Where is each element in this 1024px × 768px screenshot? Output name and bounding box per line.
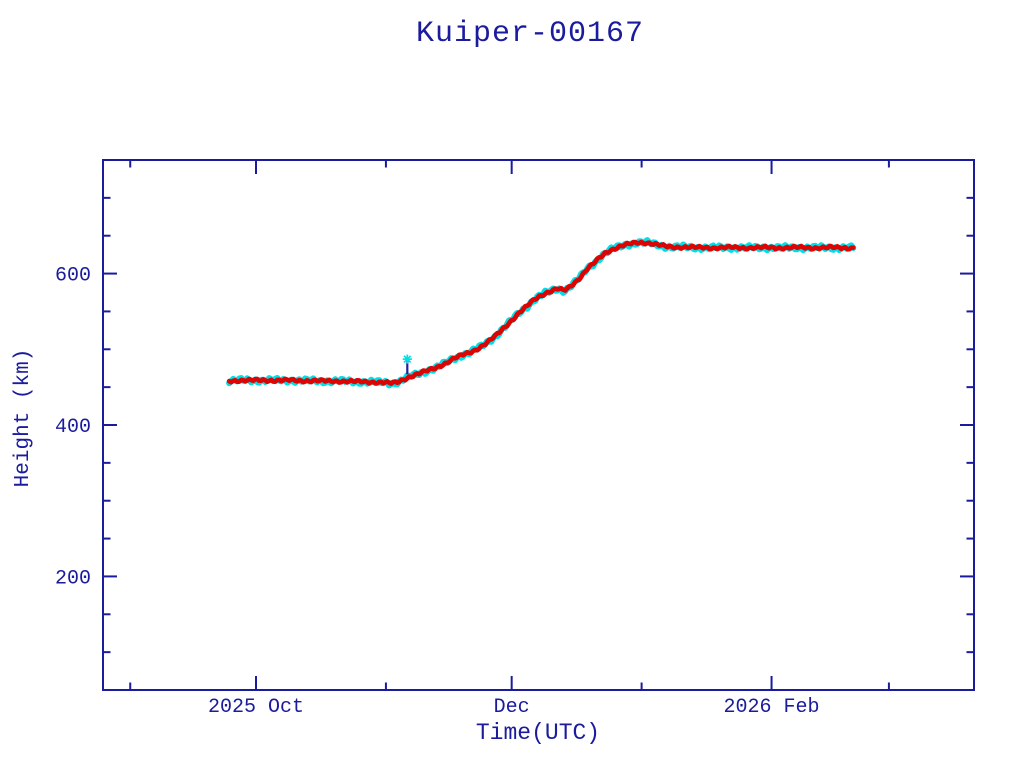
y-axis-label: Height (km) [12,349,35,488]
x-tick-label: Dec [494,696,530,719]
plot-frame [102,159,975,691]
y-tick-label: 400 [55,416,91,439]
chart-title: Kuiper-00167 [416,17,644,51]
x-axis-label: Time(UTC) [476,720,600,746]
x-tick-label: 2025 Oct [208,696,304,719]
outlier-asterisk-marker [403,355,412,364]
text-labels-layer: Kuiper-00167 Time(UTC) Height (km) [12,17,644,746]
x-tick-label: 2026 Feb [724,696,820,719]
red-series-line [226,239,856,386]
y-tick-label: 200 [55,567,91,590]
cyan-underlay-line [226,237,857,389]
axes-frame-layer: 2025 Oct Dec 2026 Feb 200 400 600 [55,159,975,719]
data-series-layer [226,237,857,389]
y-tick-label: 600 [55,265,91,288]
